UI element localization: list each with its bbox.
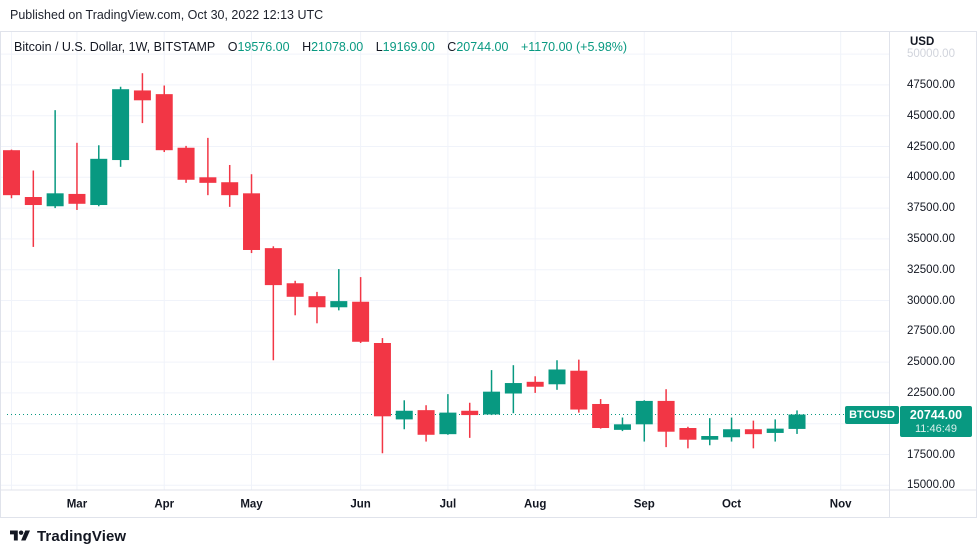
candle[interactable] [526,381,544,387]
candle[interactable] [592,403,610,429]
candle[interactable] [461,410,479,416]
month-label[interactable]: Sep [634,499,655,511]
candle[interactable] [504,383,522,394]
price-tick-label: 35000.00 [907,232,955,245]
change-value: +1170.00 (+5.98%) [520,40,628,54]
month-label[interactable]: Mar [67,499,88,511]
currency-label: USD [910,36,935,48]
ohlc-high: H21078.00 [302,40,364,54]
price-tick-label: 27500.00 [907,325,955,338]
month-label[interactable]: Jul [440,499,457,511]
price-tick-label: 15000.00 [907,479,955,492]
tradingview-brand-text: TradingView [37,527,127,545]
candle[interactable] [24,197,42,206]
ohlc-close: C20744.00 [447,40,509,54]
candle[interactable] [373,343,391,417]
price-tick-label: 40000.00 [907,171,955,184]
month-label[interactable]: Oct [722,499,741,511]
last-price-label: 20744.00 11:46:49 [900,406,972,437]
price-tick-label: 22500.00 [907,386,955,399]
candle[interactable] [766,428,784,433]
candle[interactable] [3,150,20,196]
symbol-price-tag: BTCUSD [845,406,899,424]
candle[interactable] [483,391,501,415]
price-tick-label: 30000.00 [907,294,955,307]
candle[interactable] [439,412,457,435]
candle[interactable] [570,370,588,410]
price-tick-label: 47500.00 [907,78,955,91]
month-label[interactable]: Nov [830,499,852,511]
candle[interactable] [133,90,151,101]
candle[interactable] [264,248,282,286]
chart-widget: Mar Apr May Jun Jul Aug Sep Oct Nov Bitcoin / U.… [0,31,977,518]
candle[interactable] [701,436,719,440]
price-axis[interactable]: 50000.00 47500.00 45000.00 42500.00 40000.00… [907,32,975,517]
candle[interactable] [744,429,762,435]
candle[interactable] [155,94,173,151]
price-tick-label: 50000.00 [907,48,955,61]
candle[interactable] [613,424,631,430]
month-label[interactable]: Aug [524,499,546,511]
chart-legend[interactable]: Bitcoin / U.S. Dollar, 1W, BITSTAMP O195… [14,37,627,57]
candle[interactable] [90,158,108,206]
candle[interactable] [417,410,435,435]
price-tick-label: 17500.00 [907,448,955,461]
bar-close-countdown: 11:46:49 [914,423,957,435]
candle[interactable] [199,177,217,183]
candle[interactable] [657,400,675,432]
tradingview-attribution[interactable]: TradingView [10,524,126,548]
ohlc-open: O19576.00 [227,40,290,54]
published-bar: Published on TradingView.com, Oct 30, 20… [0,0,979,31]
month-label[interactable]: Jun [350,499,370,511]
candle[interactable] [243,193,261,250]
candle[interactable] [308,296,326,308]
price-tick-label: 32500.00 [907,263,955,276]
candle[interactable] [548,369,566,385]
candle[interactable] [221,182,239,196]
ohlc-low: L19169.00 [375,40,435,54]
month-label[interactable]: Apr [154,499,174,511]
price-tick-label: 42500.00 [907,140,955,153]
candle[interactable] [177,147,195,180]
chart-pane[interactable]: Mar Apr May Jun Jul Aug Sep Oct Nov [1,32,976,517]
candle[interactable] [112,89,130,161]
candle[interactable] [352,301,370,342]
price-tick-label: 45000.00 [907,109,955,122]
candle[interactable] [286,283,304,297]
candle[interactable] [46,193,64,207]
candle[interactable] [679,428,697,440]
price-tick-label: 25000.00 [907,356,955,369]
candle[interactable] [723,429,741,438]
symbol-title: Bitcoin / U.S. Dollar, 1W, BITSTAMP [14,40,216,54]
candle[interactable] [330,301,348,308]
price-tick-label: 37500.00 [907,202,955,215]
candle[interactable] [68,193,86,204]
tradingview-logo-icon [10,530,30,541]
last-price-value: 20744.00 [909,408,963,422]
candle[interactable] [635,400,653,425]
candle[interactable] [788,414,806,429]
candle[interactable] [395,410,413,420]
month-label[interactable]: May [240,499,263,511]
